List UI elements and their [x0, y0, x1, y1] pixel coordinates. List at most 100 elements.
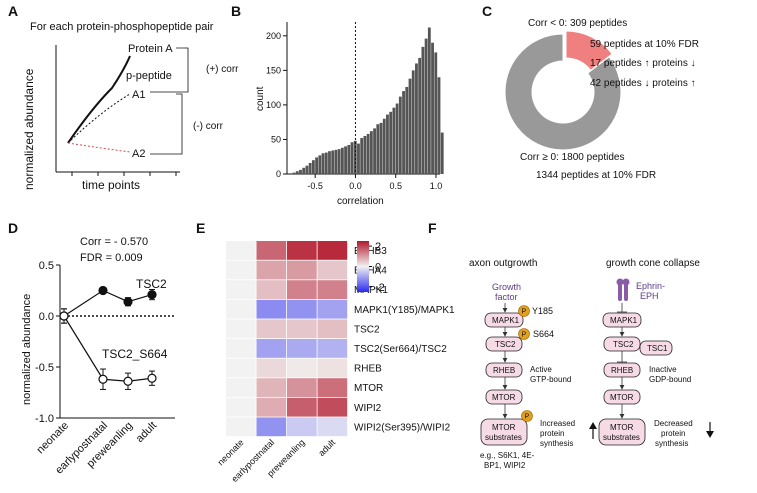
ephrin-label: Ephrin-	[636, 281, 665, 291]
hist-bar	[337, 149, 341, 174]
hist-bars	[292, 27, 444, 175]
eg-label-2: BP1, WIPI2	[484, 461, 526, 470]
pathway-growth-cone-collapse: Ephrin- EPH MAPK1 TSC2 TSC1 RHEB	[598, 278, 714, 448]
data-point	[123, 376, 133, 386]
heatmap-cell	[226, 241, 256, 260]
hist-bar	[340, 147, 344, 174]
hist-bar	[395, 103, 399, 174]
hist-bar	[353, 140, 357, 174]
hist-bar	[305, 165, 309, 174]
colorbar-tick-label: -2	[375, 282, 385, 294]
heatmap-cell	[317, 319, 348, 339]
heatmap-cell	[317, 241, 348, 260]
heatmap-row-label: MTOR	[354, 383, 383, 394]
hist-yticks: 0 50 100 150 200	[266, 31, 287, 179]
inactive-label: Inactive	[649, 365, 677, 374]
panel-f: F axon outgrowth growth cone collapse Gr…	[428, 220, 714, 470]
node-mtor-substrates-right: MTOR substrates	[598, 418, 646, 446]
decreased-label: Decreased	[654, 419, 693, 428]
growth-factor-label-2: factor	[495, 292, 518, 302]
hist-bar	[350, 142, 354, 174]
heatmap-row-label: MAPK1	[354, 285, 388, 296]
hist-bar	[386, 114, 389, 174]
svg-text:MAPK1: MAPK1	[610, 316, 638, 325]
colorbar-tick-label: 0	[375, 262, 381, 274]
svg-text:S664: S664	[533, 329, 554, 339]
svg-text:Y185: Y185	[532, 306, 553, 316]
panel-a: A For each protein-phosphopeptide pair n…	[8, 3, 239, 192]
panel-e-letter: E	[196, 220, 205, 236]
phospho-substrates: P	[521, 410, 533, 422]
hist-bar	[369, 131, 373, 174]
node-rheb-left: RHEB	[485, 362, 523, 378]
p-peptide-label: p-peptide	[126, 70, 172, 82]
heatmap-cell	[287, 358, 317, 378]
hist-bar	[402, 91, 405, 174]
heatmap-cell	[287, 319, 317, 339]
heatmap-cell	[226, 299, 256, 319]
heatmap: EPHB3 EPHA4 MAPK1 MAPK1(Y185)/MAPK1 TSC2 TSC2…	[216, 241, 455, 484]
heatmap-cell	[317, 339, 348, 358]
phospho-y185: P Y185	[518, 305, 553, 317]
pathway-axon-outgrowth: Growth factor MAPK1 P Y185 TSC2 P S664	[480, 282, 597, 470]
hist-bar	[363, 136, 367, 174]
heatmap-cell	[317, 260, 348, 280]
heatmap-row-label: TSC2(Ser664)/TSC2	[354, 344, 447, 355]
line-ytick-label: 0.5	[39, 260, 54, 272]
panel-a-letter: A	[8, 3, 18, 19]
neg-corr-label: (-) corr	[193, 121, 224, 132]
hist-bar	[366, 133, 370, 174]
heatmap-cell	[226, 280, 256, 299]
neg-line-2: 17 peptides ↑ proteins ↓	[590, 58, 696, 69]
heatmap-cell	[226, 319, 256, 339]
svg-text:substrates: substrates	[485, 433, 522, 442]
heatmap-cell	[256, 378, 287, 397]
svg-text:RHEB: RHEB	[493, 366, 515, 375]
increased-label-2: protein	[540, 429, 564, 438]
decreased-label-2: protein	[661, 429, 685, 438]
neg-corr-bracket	[150, 93, 183, 155]
svg-text:TSC2: TSC2	[495, 340, 516, 349]
active-label-2: GTP-bound	[530, 375, 571, 384]
hist-ytick-label: 150	[266, 65, 281, 75]
ephrin-receptor-icon	[616, 278, 630, 301]
heatmap-col-label: neonate	[216, 437, 246, 467]
heatmap-cell	[317, 299, 348, 319]
heatmap-cell	[317, 280, 348, 299]
heatmap-cell	[226, 378, 256, 397]
panel-f-letter: F	[428, 220, 437, 236]
hist-bar	[344, 146, 347, 174]
node-mtor-right: MTOR	[603, 389, 641, 405]
heatmap-cell	[287, 241, 317, 260]
hist-bar	[415, 63, 418, 174]
hist-bar	[398, 96, 402, 174]
hist-bar	[315, 157, 319, 174]
svg-text:P: P	[522, 309, 527, 316]
panel-b: B count 0 50 100 150 200 -0.5 0.0 0.5 1.0 corre…	[231, 3, 444, 207]
heatmap-row-label: TSC2	[354, 324, 380, 335]
growth-factor-label: Growth	[492, 282, 521, 292]
increased-label: Increased	[540, 419, 575, 428]
heatmap-row-label: WIPI2(Ser395)/WIPI2	[354, 422, 451, 433]
heatmap-cell	[256, 260, 287, 280]
data-point	[59, 311, 69, 321]
hist-bar	[299, 169, 302, 174]
increased-label-3: synthesis	[540, 439, 573, 448]
hist-ylabel: count	[255, 86, 266, 111]
line-yticks: -1.0 -0.5 0.0 0.5	[35, 260, 60, 425]
heatmap-row-label: RHEB	[354, 364, 382, 375]
hist-bar	[411, 70, 415, 174]
hist-bar	[427, 27, 431, 175]
heatmap-cell	[287, 280, 317, 299]
neg-label: Corr < 0: 309 peptides	[528, 18, 627, 29]
node-mtor-substrates-left: MTOR substrates	[480, 418, 528, 446]
series-label-tsc2-s664: TSC2_S664	[102, 347, 168, 361]
heatmap-cell	[226, 417, 256, 437]
colorbar-ticks: 2 0 -2	[369, 241, 385, 294]
series-line	[63, 315, 153, 382]
heatmap-col-label: adult	[316, 437, 337, 458]
hist-ytick-label: 50	[271, 134, 281, 144]
svg-text:MTOR: MTOR	[610, 393, 634, 402]
hist-bar	[331, 150, 335, 174]
node-tsc2-left: TSC2	[485, 336, 523, 352]
